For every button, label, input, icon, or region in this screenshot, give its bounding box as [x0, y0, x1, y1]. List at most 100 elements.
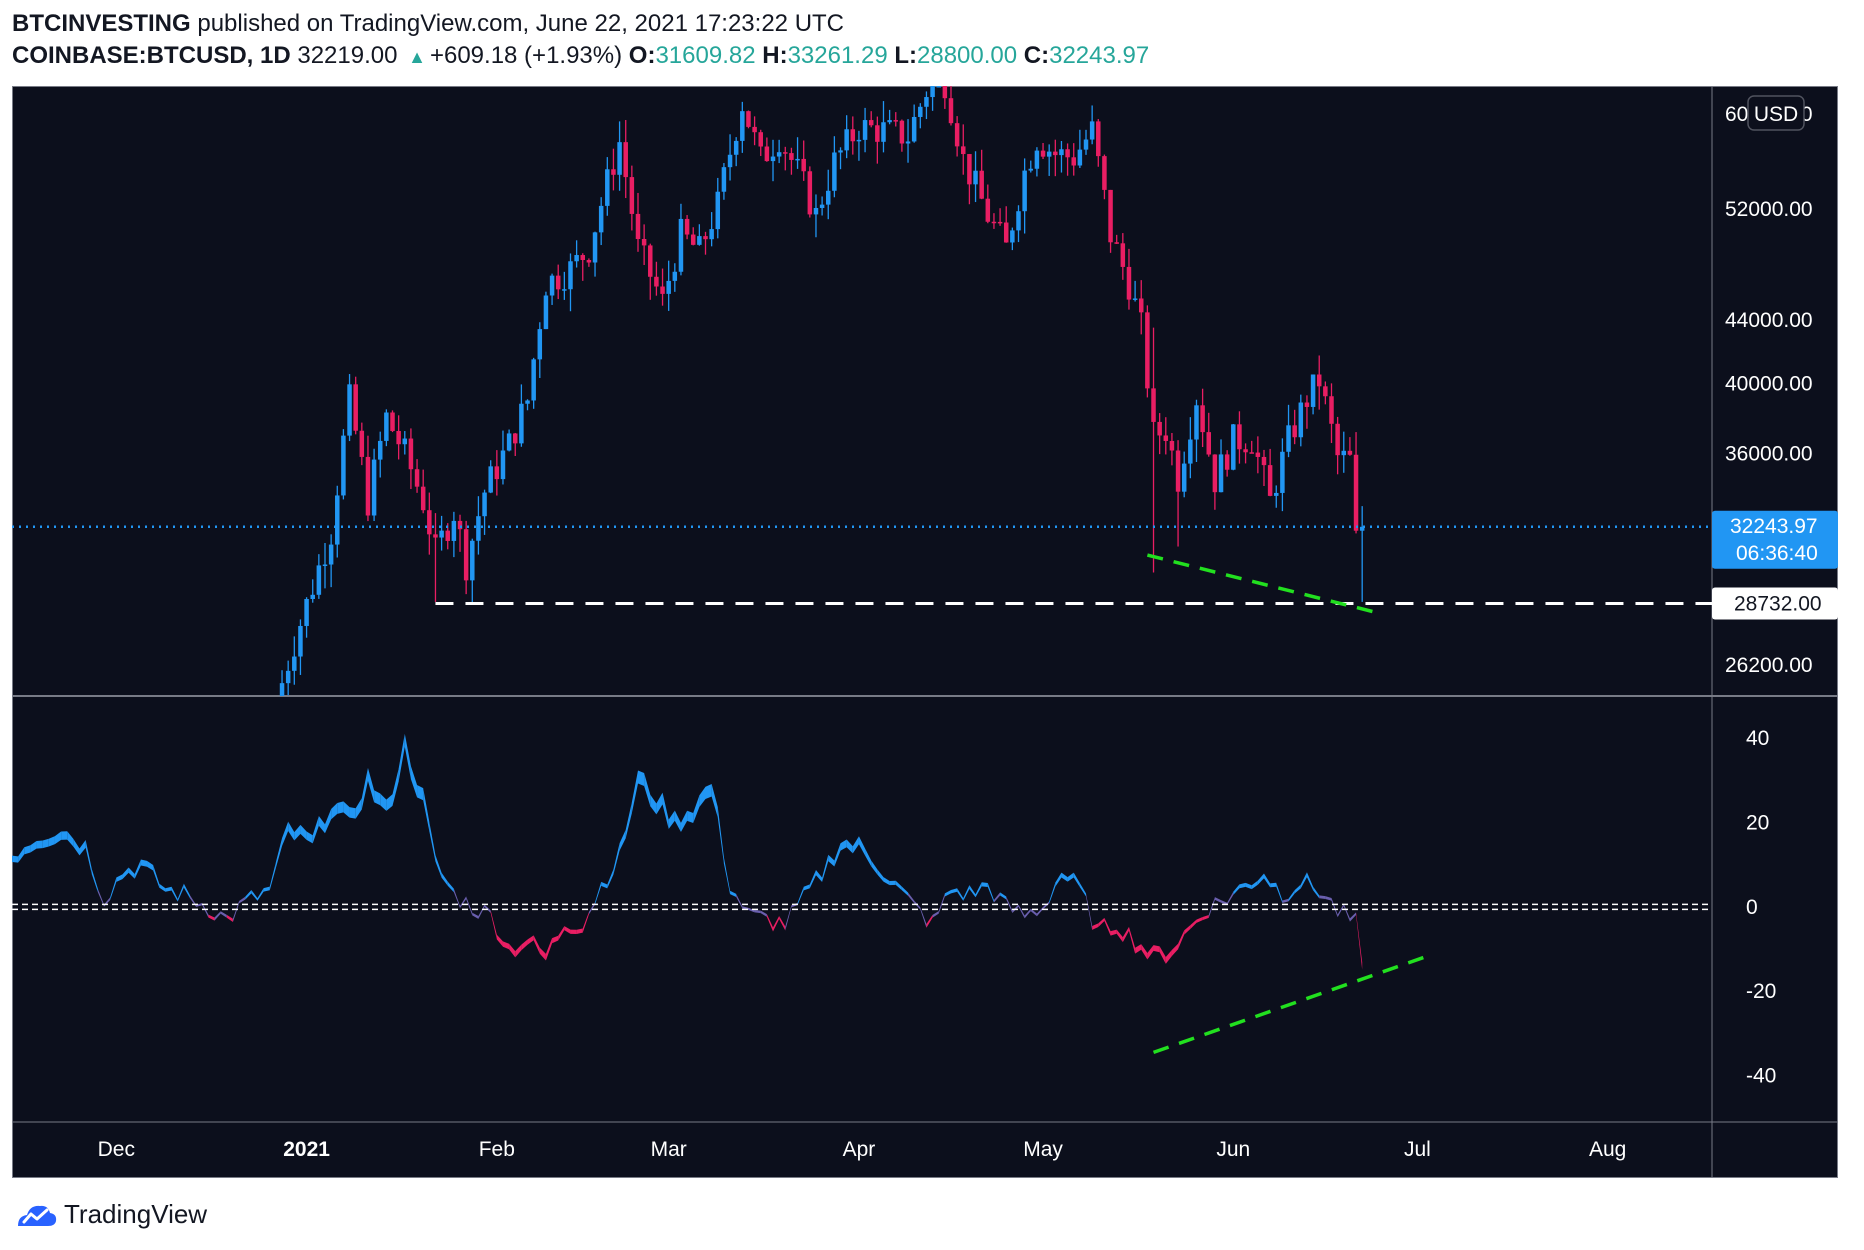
candle-body-37 [506, 433, 512, 451]
price-tick-label-4: 36000.00 [1725, 443, 1813, 466]
candle-body-50 [586, 259, 592, 263]
candle-body-58 [635, 213, 641, 240]
support-price-tag-value: 28732.00 [1734, 592, 1822, 615]
candle-body-76 [746, 111, 751, 127]
chart-svg[interactable]: 60000.0052000.0044000.0040000.0036000.00… [12, 86, 1838, 1178]
candle-body-38 [512, 433, 518, 444]
osc-band-38 [245, 889, 252, 900]
candle-body-65 [678, 218, 684, 272]
candle-body-71 [715, 191, 721, 230]
time-tick-label-7: Jul [1404, 1138, 1431, 1161]
candle-body-28 [451, 520, 457, 541]
candle-body-127 [1059, 149, 1064, 156]
osc-band-203 [1257, 873, 1264, 885]
chart-area[interactable]: 60000.0052000.0044000.0040000.0036000.00… [12, 86, 1838, 1178]
candle-body-124 [1040, 150, 1046, 157]
osc-band-63 [398, 733, 405, 782]
candle-body-130 [1077, 149, 1083, 166]
osc-band-71 [447, 881, 454, 893]
candle-body-142 [1151, 388, 1156, 422]
candle-body-14 [365, 456, 371, 516]
publish-info: published on TradingView.com, June 22, 2… [197, 10, 845, 37]
candle-body-112 [967, 154, 972, 185]
candle-body-133 [1096, 121, 1101, 157]
publish-line: BTCINVESTING published on TradingView.co… [12, 8, 1852, 40]
candle-body-116 [991, 221, 997, 224]
candle-body-122 [1028, 168, 1034, 171]
candle-body-82 [783, 152, 788, 154]
osc-band-20 [134, 859, 141, 879]
author-name[interactable]: BTCINVESTING [12, 10, 191, 37]
osc-band-61 [386, 794, 393, 811]
candle-body-99 [887, 120, 892, 123]
osc-band-26 [171, 886, 178, 902]
candle-body-102 [905, 141, 911, 144]
candle-body-145 [1169, 440, 1175, 451]
osc-band-114 [711, 784, 718, 818]
osc-band-186 [1153, 945, 1160, 953]
candle-body-129 [1071, 157, 1076, 166]
candle-body-121 [1022, 170, 1027, 212]
osc-band-156 [969, 885, 976, 898]
osc-band-154 [957, 888, 964, 901]
candle-body-52 [598, 205, 604, 233]
osc-band-140 [871, 860, 878, 875]
osc-band-11 [79, 840, 86, 856]
candle-body-134 [1102, 156, 1107, 190]
osc-band-172 [1067, 872, 1074, 882]
osc-band-192 [1190, 919, 1197, 929]
chart-background [12, 86, 1838, 1178]
osc-band-19 [128, 867, 135, 879]
candle-body-8 [328, 544, 334, 565]
candle-body-35 [494, 466, 500, 480]
osc-band-72 [453, 888, 461, 908]
osc-band-109 [680, 810, 688, 832]
osc-band-152 [944, 890, 951, 897]
osc-band-200 [1239, 882, 1246, 889]
osc-band-190 [1178, 930, 1185, 950]
osc-tick-label-4: -40 [1746, 1065, 1776, 1088]
osc-tick-label-3: -20 [1746, 980, 1776, 1003]
osc-band-44 [282, 821, 289, 847]
candle-body-56 [623, 142, 628, 178]
candle-body-120 [1016, 211, 1021, 231]
time-tick-label-4: Apr [843, 1138, 876, 1161]
osc-band-43 [275, 838, 283, 868]
osc-band-13 [91, 868, 98, 893]
osc-band-216 [1337, 903, 1344, 918]
low-label: L: [894, 42, 917, 69]
high-label: H: [762, 42, 788, 69]
candle-body-163 [1280, 451, 1285, 493]
candle-body-165 [1292, 425, 1297, 438]
candle-body-34 [488, 466, 493, 493]
candle-body-25 [433, 534, 438, 538]
osc-band-58 [367, 767, 375, 803]
osc-band-121 [754, 909, 761, 914]
candle-body-31 [470, 540, 475, 581]
osc-band-131 [815, 869, 823, 883]
osc-band-25 [165, 886, 172, 892]
time-tick-label-8: Aug [1589, 1138, 1626, 1161]
osc-band-10 [73, 838, 80, 856]
osc-band-86 [539, 947, 546, 961]
candle-body-41 [531, 359, 536, 401]
osc-band-60 [380, 793, 387, 811]
candle-body-2 [292, 656, 297, 671]
osc-band-67 [423, 788, 430, 832]
candle-body-159 [1255, 452, 1261, 457]
osc-band-185 [1147, 945, 1154, 960]
osc-band-145 [901, 886, 909, 896]
candle-body-154 [1224, 454, 1230, 470]
candle-body-132 [1089, 121, 1095, 140]
symbol-name[interactable]: COINBASE:BTCUSD, 1D [12, 42, 291, 69]
candle-body-16 [377, 440, 383, 460]
candle-body-42 [537, 329, 543, 360]
currency-badge [1747, 95, 1805, 131]
osc-band-181 [1122, 926, 1129, 943]
candle-body-151 [1206, 432, 1212, 455]
osc-band-33 [214, 911, 221, 921]
candle-body-169 [1316, 374, 1322, 387]
candle-body-5 [310, 594, 315, 600]
osc-band-18 [122, 867, 129, 880]
candle-body-174 [1347, 450, 1353, 455]
